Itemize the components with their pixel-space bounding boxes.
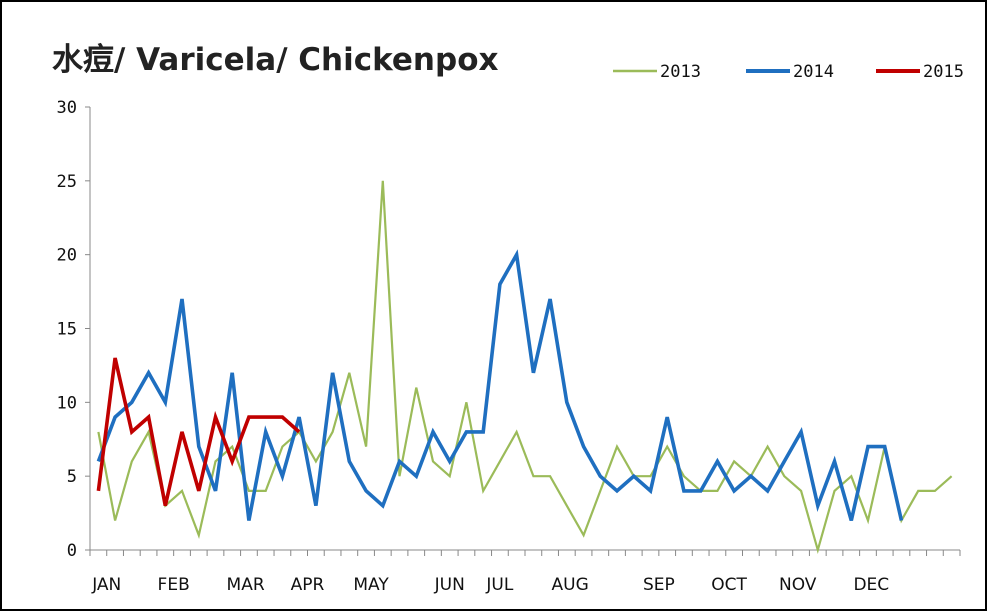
y-tick-label: 15 [57, 320, 77, 340]
series-line-2014 [96, 249, 904, 521]
axes: 0 5 10 15 20 25 30 JAN FEB MAR APR MAY JUN JUL AUG SEP O… [57, 98, 961, 595]
x-month-label: JAN [91, 575, 121, 595]
y-tick-label: 10 [57, 393, 77, 413]
series-layer [96, 180, 953, 555]
x-month-label: JUL [485, 575, 513, 595]
x-month-label: APR [291, 575, 325, 595]
x-month-label: JUN [434, 575, 465, 595]
x-month-label: DEC [853, 575, 889, 595]
y-tick-label: 0 [67, 541, 77, 561]
y-tick-label: 25 [57, 172, 77, 192]
legend-label-2013: 2013 [660, 62, 701, 82]
chart-title: 水痘/ Varicela/ Chickenpox [52, 42, 499, 78]
y-tick-label: 20 [57, 246, 77, 266]
series-line-2013 [97, 180, 953, 555]
legend-label-2015: 2015 [923, 62, 964, 82]
series-line-2015 [96, 357, 301, 507]
legend: 2013 2014 2015 [613, 62, 964, 82]
y-tick-label: 5 [67, 467, 77, 487]
x-month-label: OCT [711, 575, 747, 595]
x-month-label: SEP [643, 575, 675, 595]
x-month-label: MAY [353, 575, 389, 595]
x-month-label: FEB [158, 575, 190, 595]
x-month-label: MAR [227, 575, 265, 595]
x-month-label: AUG [552, 575, 589, 595]
x-month-label: NOV [779, 575, 817, 595]
y-tick-label: 30 [57, 98, 77, 118]
legend-label-2014: 2014 [793, 62, 834, 82]
